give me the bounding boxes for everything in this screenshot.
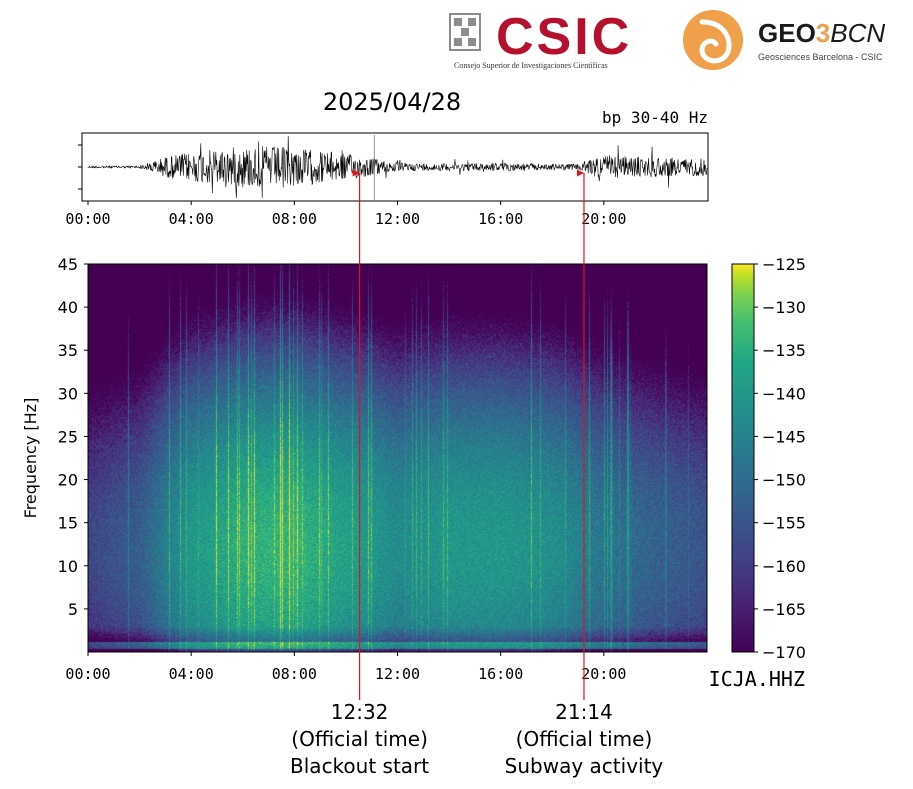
geo3bcn-logo: GEO3BCN Geosciences Barcelona - CSIC — [683, 10, 885, 70]
annotation-label: Blackout start — [290, 754, 429, 778]
seismogram-waveform — [87, 135, 708, 199]
y-tick-label: 40 — [58, 298, 78, 317]
colorbar-tick-label: −125 — [762, 255, 806, 274]
y-axis-label: Frequency [Hz] — [21, 398, 40, 519]
colorbar-gradient — [731, 263, 755, 653]
annotation-label: 21:14 — [555, 700, 613, 724]
csic-name: CSIC — [496, 8, 632, 66]
seismogram-panel: 00:00 04:00 08:00 12:00 16:00 20:00 — [65, 132, 709, 228]
y-tick-label: 45 — [58, 255, 78, 274]
annotation-label: Subway activity — [505, 754, 664, 778]
csic-logo: CSIC Consejo Superior de Investigaciones… — [449, 8, 632, 70]
date-title: 2025/04/28 — [323, 88, 461, 116]
x-tick-label: 00:00 — [65, 665, 110, 683]
geo3bcn-geo: GEO — [758, 18, 816, 48]
colorbar-tick-label: −135 — [762, 341, 806, 360]
colorbar-tick-label: −130 — [762, 298, 806, 317]
station-label: ICJA.HHZ — [709, 667, 805, 691]
seismogram-x-axis: 00:00 04:00 08:00 12:00 16:00 20:00 — [65, 201, 626, 228]
spectrogram-x-axis: 00:00 04:00 08:00 12:00 16:00 20:00 — [65, 652, 626, 683]
colorbar: −125 −130 −135 −140 −145 −150 −155 −160 −165 −170 — [731, 255, 806, 662]
colorbar-tick-label: −140 — [762, 384, 806, 403]
colorbar-tick-label: −145 — [762, 427, 806, 446]
y-tick-label: 30 — [58, 384, 78, 403]
spectrogram-panel: 00:00 04:00 08:00 12:00 16:00 20:00 5 10 15 20 25… — [21, 255, 708, 683]
y-tick-label: 20 — [58, 471, 78, 490]
x-tick-label: 04:00 — [169, 665, 214, 683]
colorbar-tick-label: −170 — [762, 643, 806, 662]
logo-bar: CSIC Consejo Superior de Investigaciones… — [449, 8, 885, 70]
x-tick-label: 12:00 — [375, 665, 420, 683]
spectrogram-y-axis: 5 10 15 20 25 30 35 40 45 — [58, 255, 88, 619]
geo3bcn-emblem-icon — [683, 10, 743, 70]
x-tick-label: 00:00 — [65, 210, 110, 228]
colorbar-tick-label: −150 — [762, 471, 806, 490]
seismogram-trace — [87, 135, 708, 200]
spectrogram-heatmap — [88, 264, 707, 652]
colorbar-tick-label: −160 — [762, 557, 806, 576]
colorbar-tick-label: −155 — [762, 514, 806, 533]
y-tick-label: 15 — [58, 514, 78, 533]
x-tick-label: 16:00 — [478, 665, 523, 683]
geo3bcn-subtitle: Geosciences Barcelona - CSIC — [758, 52, 883, 62]
seismogram-y-ticks — [78, 144, 82, 190]
csic-subtitle: Consejo Superior de Investigaciones Cien… — [454, 61, 608, 70]
annotation-label: (Official time) — [516, 727, 653, 751]
geo3bcn-bcn: BCN — [830, 18, 885, 48]
y-tick-label: 10 — [58, 557, 78, 576]
x-tick-label: 12:00 — [375, 210, 420, 228]
filter-label: bp 30-40 Hz — [602, 108, 708, 127]
x-tick-label: 08:00 — [272, 665, 317, 683]
x-tick-label: 16:00 — [478, 210, 523, 228]
y-tick-label: 25 — [58, 427, 78, 446]
x-tick-label: 20:00 — [581, 210, 626, 228]
annotation-label: (Official time) — [291, 727, 428, 751]
x-tick-label: 20:00 — [581, 665, 626, 683]
y-tick-label: 5 — [68, 600, 78, 619]
colorbar-ticks: −125 −130 −135 −140 −145 −150 −155 −160 −165 −170 — [754, 255, 806, 662]
annotations: 12:32 (Official time) Blackout start 21:14 (… — [290, 169, 664, 778]
y-tick-label: 35 — [58, 341, 78, 360]
colorbar-tick-label: −165 — [762, 600, 806, 619]
annotation-label: 12:32 — [331, 700, 389, 724]
svg-text:GEO3BCN: GEO3BCN — [758, 18, 885, 48]
x-tick-label: 04:00 — [169, 210, 214, 228]
geo3bcn-3: 3 — [816, 18, 830, 48]
x-tick-label: 08:00 — [272, 210, 317, 228]
csic-emblem-icon — [449, 13, 481, 51]
